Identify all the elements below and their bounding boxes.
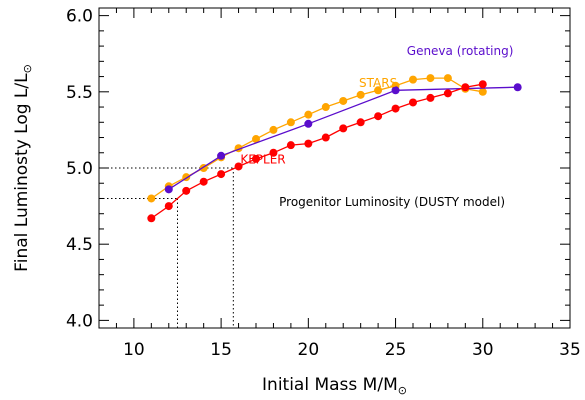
x-tick-label: 10: [123, 340, 145, 360]
data-point-kepler: [374, 112, 383, 121]
data-point-stars: [374, 86, 383, 95]
series-label-stars: STARS: [359, 76, 397, 90]
data-point-geneva: [391, 86, 400, 95]
x-tick-label: 15: [210, 340, 232, 360]
data-point-geneva: [217, 151, 226, 160]
data-point-stars: [252, 135, 260, 144]
x-tick-label: 20: [298, 340, 320, 360]
data-point-kepler: [461, 83, 470, 92]
series-label-geneva: Geneva (rotating): [407, 44, 514, 58]
series-labels: STARS Geneva (rotating) KEPLER Progenito…: [240, 44, 513, 209]
data-point-stars: [286, 118, 295, 127]
data-point-geneva: [513, 83, 522, 92]
x-axis-label-text: Initial Mass M/M: [262, 375, 398, 395]
progenitor-annotation: Progenitor Luminosity (DUSTY model): [279, 195, 505, 209]
y-tick-label: 4.5: [66, 235, 93, 255]
data-series: [147, 74, 522, 223]
data-point-stars: [147, 194, 156, 203]
data-point-kepler: [478, 80, 487, 89]
data-point-kepler: [164, 202, 173, 211]
data-point-kepler: [252, 154, 260, 163]
y-axis-label-text: Final Luminosty Log L/L: [12, 73, 32, 272]
data-point-stars: [269, 125, 278, 134]
y-tick-label: 5.0: [66, 159, 93, 179]
data-point-kepler: [304, 139, 313, 148]
data-point-kepler: [356, 118, 365, 127]
data-point-stars: [304, 110, 313, 119]
data-point-kepler: [443, 89, 452, 98]
data-point-kepler: [391, 104, 400, 113]
data-point-kepler: [339, 124, 348, 133]
x-axis-label-subscript: ⊙: [398, 384, 407, 397]
x-tick-label: 30: [472, 340, 494, 360]
data-point-stars: [443, 74, 452, 83]
axis-ticks: 10 15 20 25 30 35 4.0 4.5 5.0 5.5 6.0: [66, 7, 581, 360]
data-point-stars: [356, 90, 365, 99]
data-point-stars: [339, 96, 348, 105]
data-point-stars: [426, 74, 435, 83]
data-point-kepler: [321, 133, 330, 142]
data-point-kepler: [426, 93, 435, 102]
data-point-kepler: [182, 186, 191, 195]
y-tick-label: 5.5: [66, 83, 93, 103]
data-point-kepler: [286, 141, 295, 150]
y-axis-label: Final Luminosty Log L/L⊙: [12, 64, 34, 272]
guide-lines: [99, 167, 234, 328]
data-point-kepler: [234, 162, 243, 171]
y-tick-label: 4.0: [66, 311, 93, 331]
y-tick-label: 6.0: [66, 7, 93, 27]
data-point-geneva: [164, 185, 173, 194]
y-axis-label-subscript: ⊙: [21, 64, 34, 73]
x-tick-label: 35: [559, 340, 581, 360]
data-point-kepler: [409, 98, 417, 107]
x-tick-label: 25: [385, 340, 407, 360]
data-point-stars: [409, 75, 417, 84]
data-point-kepler: [269, 148, 278, 157]
data-point-kepler: [147, 214, 156, 223]
data-point-stars: [478, 87, 487, 96]
data-point-geneva: [304, 119, 313, 128]
series-label-kepler: KEPLER: [240, 152, 285, 166]
data-point-kepler: [199, 177, 208, 186]
x-axis-label: Initial Mass M/M⊙: [262, 375, 407, 397]
data-point-stars: [321, 103, 330, 112]
data-point-kepler: [217, 170, 226, 179]
